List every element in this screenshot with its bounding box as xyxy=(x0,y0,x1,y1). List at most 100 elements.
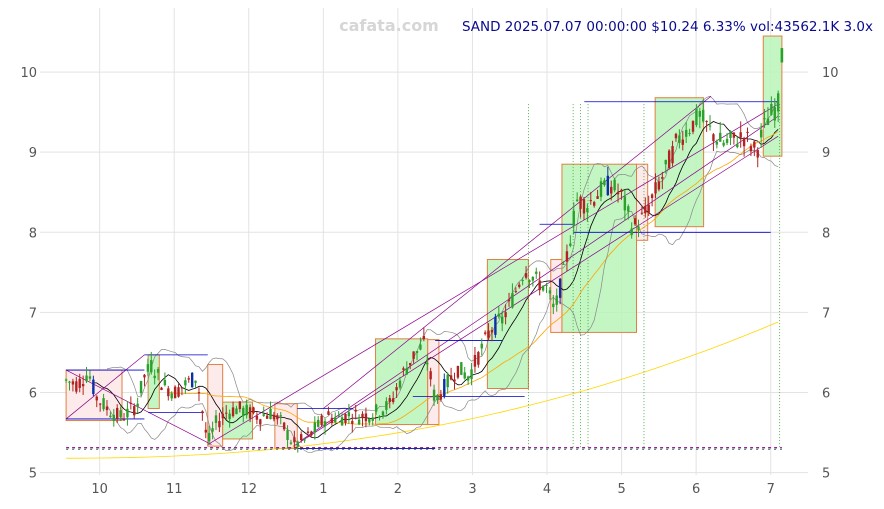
candle-body xyxy=(395,387,398,391)
candle-body xyxy=(139,380,143,394)
x-tick-label: 7 xyxy=(767,482,775,497)
candle-body xyxy=(616,192,620,195)
candle-body xyxy=(190,372,194,388)
candle-body xyxy=(637,226,640,230)
candle-body xyxy=(364,413,368,422)
candle-body xyxy=(259,419,262,425)
candle-body xyxy=(122,419,126,421)
candle-body xyxy=(535,271,538,274)
candle-body xyxy=(661,177,664,179)
candle-body xyxy=(596,196,599,199)
candle-body xyxy=(545,284,548,286)
candle-body xyxy=(177,387,180,397)
candle-body xyxy=(562,263,565,265)
candle-body xyxy=(187,378,190,380)
candle-body xyxy=(657,181,661,190)
y-tick-label-right: 10 xyxy=(822,66,839,81)
x-tick-label: 6 xyxy=(692,482,700,497)
candle-body xyxy=(163,379,167,386)
candle-body xyxy=(592,202,596,206)
candle-body xyxy=(293,437,296,443)
candle-body xyxy=(351,421,354,424)
candle-body xyxy=(170,393,173,399)
candle-body xyxy=(606,175,610,196)
ma-long-line xyxy=(66,321,779,459)
range-box-down xyxy=(65,369,123,422)
candle-body xyxy=(265,415,269,419)
candle-body xyxy=(385,401,388,410)
candle-body xyxy=(173,386,177,399)
candle-body xyxy=(238,401,242,410)
candle-body xyxy=(357,419,361,425)
candle-body xyxy=(667,150,671,169)
x-tick-label: 5 xyxy=(617,482,625,497)
x-tick-label: 1 xyxy=(319,482,327,497)
trend-line xyxy=(207,103,779,445)
candle-body xyxy=(136,403,139,407)
candle-body xyxy=(715,141,719,145)
trend-line xyxy=(65,354,145,420)
candle-body xyxy=(627,206,630,212)
candle-body xyxy=(374,404,378,412)
candle-body xyxy=(225,412,228,414)
candle-body xyxy=(95,396,98,401)
candle-body xyxy=(739,132,742,138)
candle-body xyxy=(354,409,357,412)
candle-body xyxy=(201,411,204,414)
candle-body xyxy=(702,109,705,122)
candle-body xyxy=(443,378,446,397)
candle-body xyxy=(228,413,231,420)
candle-body xyxy=(378,416,381,418)
range-box-up xyxy=(561,163,638,333)
candle-body xyxy=(299,434,303,440)
candle-body xyxy=(664,159,667,165)
candle-body xyxy=(310,431,313,436)
candle-body xyxy=(528,280,531,283)
candle-body xyxy=(422,335,426,340)
candle-body xyxy=(684,129,688,137)
candle-body xyxy=(753,141,756,148)
candle-body xyxy=(289,442,293,444)
candle-body xyxy=(640,212,644,214)
y-tick-label-left: 6 xyxy=(29,386,37,401)
y-tick-label-left: 8 xyxy=(29,226,37,241)
x-tick-label: 10 xyxy=(91,482,108,497)
candle-body xyxy=(695,109,698,126)
candle-body xyxy=(613,179,616,191)
y-tick-label-right: 5 xyxy=(822,467,830,482)
candle-body xyxy=(426,362,429,365)
candle-body xyxy=(460,362,463,375)
candle-body xyxy=(575,199,579,201)
candle-body xyxy=(269,408,272,420)
x-tick-label: 4 xyxy=(543,482,551,497)
candle-body xyxy=(334,417,337,423)
candle-body xyxy=(279,415,282,417)
candle-body xyxy=(231,407,235,417)
candle-body xyxy=(463,372,466,379)
candle-body xyxy=(327,411,330,415)
candle-body xyxy=(303,439,306,441)
range-box-down xyxy=(636,163,649,241)
candle-body xyxy=(719,132,722,142)
candle-body xyxy=(589,200,592,202)
candle-body xyxy=(633,218,637,225)
candle-body xyxy=(582,199,586,214)
candle-body xyxy=(344,414,347,423)
candle-body xyxy=(501,316,504,324)
candle-body xyxy=(548,290,552,294)
candle-body xyxy=(759,129,763,138)
candle-body xyxy=(64,379,68,381)
candle-body xyxy=(497,313,500,317)
candle-body xyxy=(763,118,766,120)
candle-body xyxy=(323,421,327,427)
candle-body xyxy=(78,378,81,388)
candle-body xyxy=(211,428,214,432)
candle-body xyxy=(272,414,276,420)
candle-body xyxy=(330,417,334,424)
candle-body xyxy=(630,228,633,236)
candle-body xyxy=(511,293,514,308)
candle-body xyxy=(340,417,344,426)
candle-body xyxy=(654,182,657,194)
candle-body xyxy=(466,376,470,381)
range-box-up xyxy=(375,338,429,426)
